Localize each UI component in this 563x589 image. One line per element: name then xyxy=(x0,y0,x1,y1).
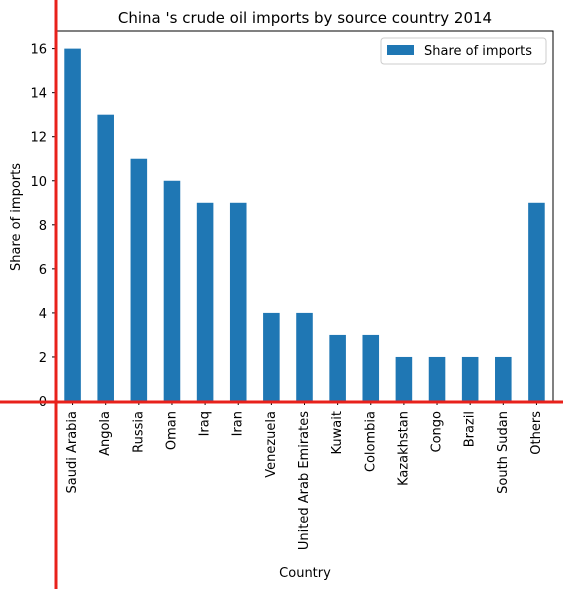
bar xyxy=(163,180,181,401)
x-tick-label: Angola xyxy=(98,411,113,456)
x-tick-label: Colombia xyxy=(363,411,378,472)
bar xyxy=(64,48,81,401)
y-tick-label: 10 xyxy=(30,175,47,190)
y-tick-label: 14 xyxy=(30,87,47,102)
y-tick-label: 12 xyxy=(30,131,47,146)
x-tick-label: Iraq xyxy=(198,411,213,436)
legend-swatch xyxy=(387,45,414,55)
y-tick-label: 6 xyxy=(39,263,47,278)
bar xyxy=(97,114,114,401)
chart-title: China 's crude oil imports by source cou… xyxy=(118,9,492,27)
bar xyxy=(495,356,512,401)
bar xyxy=(528,202,545,401)
legend-label: Share of imports xyxy=(424,44,532,59)
bar xyxy=(263,312,280,401)
bar xyxy=(329,334,346,401)
y-tick-label: 4 xyxy=(39,307,47,322)
bar xyxy=(362,334,380,401)
x-tick-label: Oman xyxy=(164,411,179,450)
x-tick-label: Congo xyxy=(430,411,445,453)
legend: Share of imports xyxy=(380,37,547,65)
bar xyxy=(196,202,214,401)
x-tick-label: Kazakhstan xyxy=(396,411,411,486)
y-tick-label: 8 xyxy=(39,219,47,234)
x-tick-label: Others xyxy=(529,411,544,455)
bar xyxy=(395,356,413,401)
bar xyxy=(296,312,313,401)
y-tick-label: 2 xyxy=(39,351,47,366)
plot-area: 0246810121416Saudi ArabiaAngolaRussiaOma… xyxy=(30,30,554,550)
x-tick-label: Brazil xyxy=(463,411,478,447)
x-tick-label: Venezuela xyxy=(264,411,279,478)
x-tick-label: United Arab Emirates xyxy=(297,411,312,550)
bar xyxy=(130,158,148,401)
x-tick-label: Saudi Arabia xyxy=(65,411,80,494)
bar xyxy=(461,356,479,401)
x-tick-label: South Sudan xyxy=(496,411,511,494)
y-axis-label: Share of imports xyxy=(9,163,24,271)
x-tick-label: Kuwait xyxy=(330,411,345,454)
x-axis-label: Country xyxy=(279,566,331,581)
bar xyxy=(229,202,247,401)
x-tick-label: Russia xyxy=(131,411,146,453)
bar xyxy=(428,356,446,401)
legend-box xyxy=(380,37,547,65)
y-tick-label: 16 xyxy=(30,43,47,58)
x-tick-label: Iran xyxy=(231,411,246,436)
